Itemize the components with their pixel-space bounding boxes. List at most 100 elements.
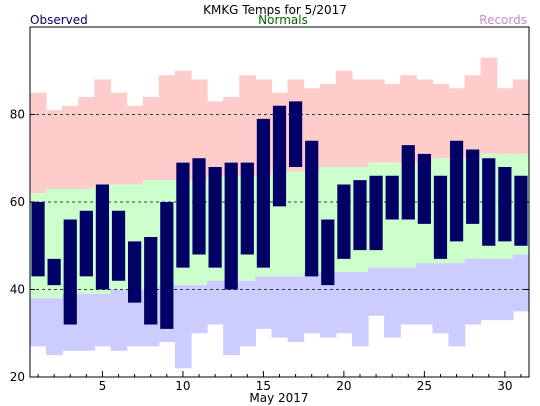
record-high-band <box>30 92 47 194</box>
observed-bar <box>433 175 448 259</box>
record-high-band <box>46 110 63 189</box>
record-high-band <box>62 105 79 189</box>
y-tick-label: 80 <box>10 108 25 122</box>
observed-bar <box>288 101 303 167</box>
record-high-band <box>512 79 530 154</box>
record-high-band <box>190 79 208 181</box>
observed-bar <box>208 167 222 268</box>
y-tick-label: 60 <box>10 195 25 209</box>
record-high-band <box>94 79 112 185</box>
legend-normals: Normals <box>258 13 308 27</box>
record-low-band <box>335 272 353 334</box>
record-low-band <box>174 285 192 369</box>
x-axis-label: May 2017 <box>249 391 308 405</box>
observed-bar <box>47 258 61 286</box>
observed-bar <box>272 105 287 207</box>
observed-bar <box>482 158 496 246</box>
record-high-band <box>78 97 95 189</box>
record-low-band <box>384 267 401 338</box>
x-tick-label: 10 <box>175 379 190 393</box>
record-low-band <box>207 280 224 325</box>
observed-bar <box>449 140 464 242</box>
record-low-band <box>287 276 305 342</box>
observed-bar <box>466 149 480 224</box>
observed-bar <box>79 210 93 277</box>
record-low-band <box>46 298 63 356</box>
record-low-band <box>319 272 337 338</box>
record-high-band <box>351 79 369 167</box>
observed-bar <box>160 202 174 329</box>
record-high-band <box>239 75 256 176</box>
record-low-band <box>255 276 273 329</box>
observed-bar <box>256 118 271 268</box>
record-low-band <box>271 276 289 338</box>
record-low-band <box>512 254 530 312</box>
record-low-band <box>30 298 47 347</box>
record-low-band <box>368 267 385 316</box>
observed-bar <box>337 184 351 259</box>
plot-area: 20 40 60 80 5 10 15 20 25 30 <box>10 26 530 393</box>
record-high-band <box>496 88 514 154</box>
observed-bar <box>95 184 110 290</box>
observed-bar <box>321 219 335 286</box>
observed-bar <box>111 210 126 281</box>
record-high-band <box>207 101 224 176</box>
observed-bar <box>514 175 528 246</box>
record-high-band <box>416 79 434 163</box>
record-high-band <box>384 83 401 163</box>
observed-bar <box>176 162 190 268</box>
record-high-band <box>142 97 160 181</box>
record-low-band <box>400 267 417 325</box>
observed-bar <box>144 237 158 325</box>
record-low-band <box>480 258 498 321</box>
legend-observed: Observed <box>30 13 88 27</box>
observed-bar <box>369 175 383 251</box>
record-high-band <box>158 75 176 181</box>
record-low-band <box>94 293 112 347</box>
observed-bar <box>401 145 415 220</box>
observed-bar <box>31 202 45 277</box>
record-high-band <box>368 79 385 163</box>
record-high-band <box>174 70 192 181</box>
y-tick-label: 20 <box>10 370 25 384</box>
x-tick-label: 25 <box>417 379 432 393</box>
record-low-band <box>351 272 369 347</box>
record-high-band <box>223 97 240 176</box>
x-tick-label: 30 <box>497 379 512 393</box>
observed-bar <box>224 162 238 290</box>
record-high-band <box>319 83 337 167</box>
observed-bar <box>385 175 399 220</box>
observed-bar <box>353 180 367 251</box>
record-low-band <box>190 285 208 334</box>
normal-band <box>287 171 305 277</box>
legend-records: Records <box>479 13 527 27</box>
record-low-band <box>239 280 256 347</box>
observed-bar <box>128 241 142 303</box>
record-low-band <box>223 280 240 356</box>
record-low-band <box>126 289 144 347</box>
record-low-band <box>110 289 128 351</box>
observed-bar <box>417 153 431 224</box>
chart-title: KMKG Temps for 5/2017 <box>203 3 347 17</box>
record-high-band <box>400 75 417 163</box>
observed-bar <box>498 167 512 242</box>
record-low-band <box>448 263 466 347</box>
observed-bar <box>63 219 77 325</box>
observed-bar <box>192 158 206 255</box>
record-low-band <box>416 263 434 325</box>
record-low-band <box>78 293 95 351</box>
x-tick-label: 5 <box>99 379 107 393</box>
record-high-band <box>432 83 450 159</box>
record-low-band <box>432 263 450 334</box>
record-high-band <box>335 70 353 167</box>
record-high-band <box>110 92 128 185</box>
observed-bar <box>305 140 319 277</box>
record-high-band <box>480 57 498 154</box>
record-low-band <box>303 272 321 334</box>
y-tick-label: 40 <box>10 283 25 297</box>
x-tick-label: 15 <box>256 379 271 393</box>
observed-bar <box>240 162 254 255</box>
record-low-band <box>464 258 482 325</box>
record-high-band <box>464 75 482 159</box>
